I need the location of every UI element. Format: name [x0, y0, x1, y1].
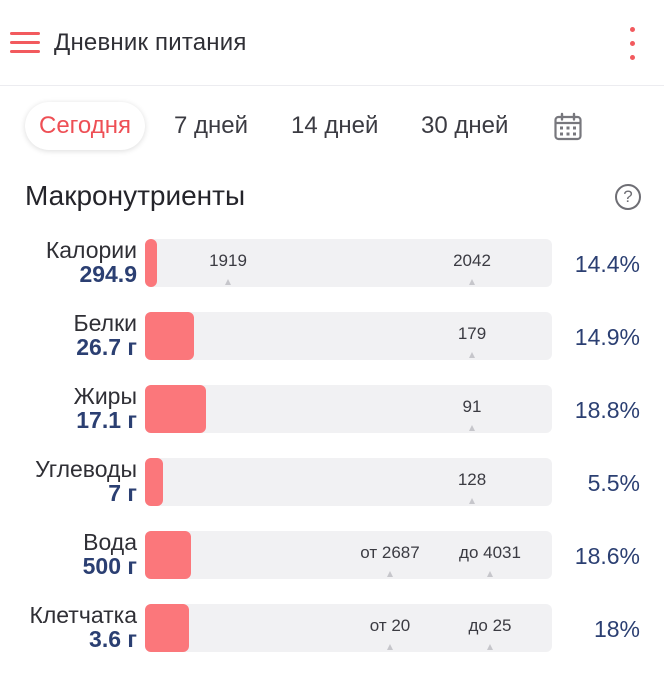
- macro-amount: 17.1 г: [76, 407, 137, 433]
- target-marker-tick: [469, 352, 475, 358]
- progress-fill: [145, 312, 194, 360]
- progress-fill: [145, 239, 157, 287]
- target-marker-tick: [469, 279, 475, 285]
- tab-30-days[interactable]: 30 дней: [421, 112, 509, 139]
- macro-name: Вода: [83, 529, 137, 555]
- progress-track: 1919 2042: [145, 239, 552, 287]
- target-marker-tick: [469, 425, 475, 431]
- target-marker-label: 179: [457, 324, 487, 343]
- macro-row: Клетчатка 3.6 г от 20 до 25 18%: [0, 602, 664, 660]
- target-marker-label: от 20: [369, 616, 411, 635]
- target-marker-label: 1919: [209, 251, 247, 270]
- progress-fill: [145, 458, 163, 506]
- target-marker-label: от 2687: [360, 543, 420, 562]
- macro-amount: 500 г: [82, 553, 137, 579]
- app-title: Дневник питания: [54, 29, 247, 56]
- macro-name: Белки: [73, 310, 137, 336]
- tab-14-days[interactable]: 14 дней: [291, 112, 379, 139]
- macro-percent: 5.5%: [587, 470, 640, 496]
- progress-track: от 20 до 25: [145, 604, 552, 652]
- target-marker-label: до 4031: [459, 543, 521, 562]
- macro-row: Вода 500 г от 2687 до 4031 18.6%: [0, 529, 664, 587]
- progress-fill: [145, 385, 206, 433]
- tab-today[interactable]: Сегодня: [25, 102, 145, 150]
- macro-amount: 7 г: [108, 480, 137, 506]
- progress-track: 91: [145, 385, 552, 433]
- period-tabs: Сегодня 7 дней 14 дней 30 дней: [0, 102, 664, 150]
- help-circle-icon[interactable]: ?: [615, 184, 641, 210]
- macro-row: Жиры 17.1 г 91 18.8%: [0, 383, 664, 441]
- macro-percent: 18%: [593, 616, 640, 642]
- section-title: Макронутриенты: [25, 180, 246, 211]
- progress-track: 128: [145, 458, 552, 506]
- target-marker-label: 2042: [453, 251, 491, 270]
- macro-name: Углеводы: [35, 456, 137, 482]
- macro-percent: 14.4%: [574, 251, 640, 277]
- target-marker-label: 128: [457, 470, 487, 489]
- target-marker-tick: [469, 498, 475, 504]
- macro-name: Клетчатка: [29, 602, 137, 628]
- calendar-icon[interactable]: [553, 112, 583, 142]
- macro-row: Углеводы 7 г 128 5.5%: [0, 456, 664, 514]
- macro-percent: 18.8%: [574, 397, 640, 423]
- progress-track: 179: [145, 312, 552, 360]
- macro-name: Жиры: [73, 383, 137, 409]
- target-marker-tick: [225, 279, 231, 285]
- tab-7-days[interactable]: 7 дней: [174, 112, 249, 139]
- target-marker-label: 91: [462, 397, 482, 416]
- app-bar: Дневник питания: [0, 0, 664, 86]
- more-vertical-icon[interactable]: [622, 24, 642, 64]
- target-marker-tick: [487, 571, 493, 577]
- macro-percent: 18.6%: [574, 543, 640, 569]
- progress-track: от 2687 до 4031: [145, 531, 552, 579]
- macro-row: Белки 26.7 г 179 14.9%: [0, 310, 664, 368]
- target-marker-tick: [387, 571, 393, 577]
- macro-amount: 26.7 г: [76, 334, 137, 360]
- target-marker-label: до 25: [468, 616, 512, 635]
- macro-percent: 14.9%: [574, 324, 640, 350]
- macro-row: Калории 294.9 1919 2042 14.4%: [0, 237, 664, 295]
- target-marker-tick: [387, 644, 393, 650]
- progress-fill: [145, 531, 191, 579]
- macro-name: Калории: [45, 237, 137, 263]
- progress-fill: [145, 604, 189, 652]
- macro-amount: 294.9: [79, 261, 137, 287]
- target-marker-tick: [487, 644, 493, 650]
- macro-amount: 3.6 г: [89, 626, 137, 652]
- hamburger-menu-icon[interactable]: [8, 30, 42, 56]
